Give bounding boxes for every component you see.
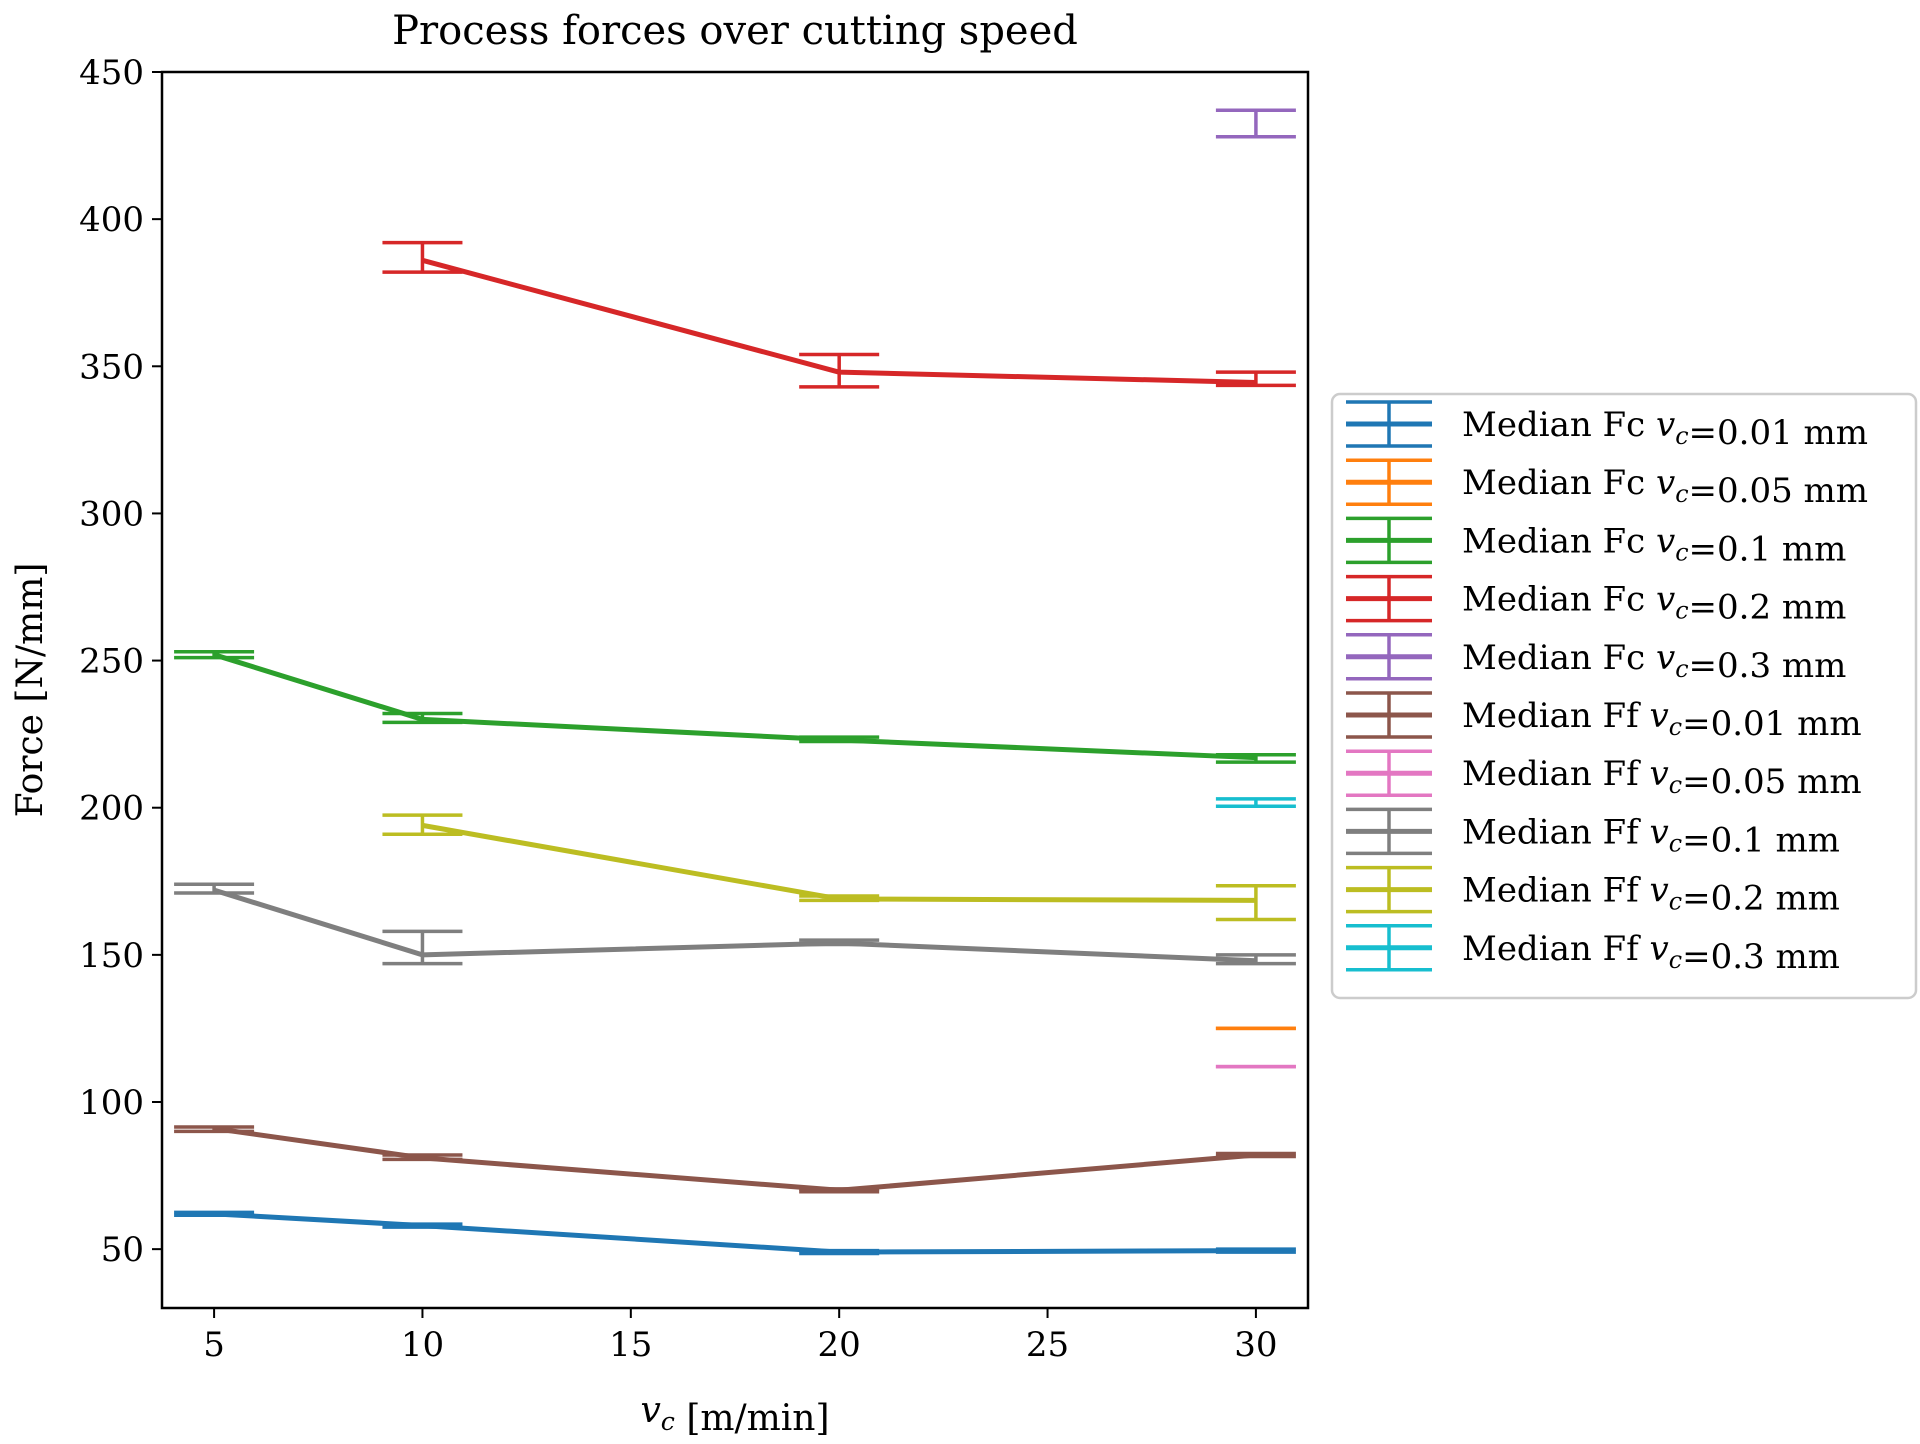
- legend-item: Median Fc vc=0.2 mm: [1346, 574, 1846, 628]
- error-bar: [174, 882, 255, 895]
- legend-item: Median Ff vc=0.1 mm: [1346, 807, 1840, 860]
- series: [382, 813, 1296, 922]
- error-bar: [1215, 1151, 1296, 1159]
- y-tick-label: 350: [79, 347, 144, 387]
- y-tick-label: 250: [79, 642, 144, 682]
- error-bar: [174, 1210, 255, 1218]
- plot-area: [174, 108, 1296, 1256]
- error-bar: [799, 1187, 880, 1194]
- series-line: [213, 1211, 1256, 1255]
- y-tick-label: 150: [79, 936, 144, 976]
- legend-label: Median Ff vc=0.3 mm: [1462, 929, 1840, 977]
- legend-item: Median Ff vc=0.3 mm: [1346, 924, 1840, 977]
- series-line: [213, 1126, 1257, 1193]
- series-line: [213, 887, 1257, 964]
- y-tick-label: 300: [79, 494, 144, 534]
- x-tick-label: 20: [818, 1325, 861, 1365]
- error-bar: [1215, 370, 1296, 388]
- series: [174, 1125, 1296, 1194]
- error-bar: [382, 1222, 463, 1229]
- error-bar: [174, 649, 255, 660]
- error-bar: [382, 929, 463, 966]
- error-bar: [382, 1153, 463, 1162]
- x-tick-label: 5: [203, 1325, 225, 1365]
- legend-item: Median Fc vc=0.3 mm: [1346, 633, 1846, 686]
- legend-label: Median Fc vc=0.2 mm: [1462, 580, 1846, 628]
- series: [1215, 797, 1296, 808]
- legend-item: Median Ff vc=0.05 mm: [1346, 749, 1862, 802]
- chart-title: Process forces over cutting speed: [392, 8, 1078, 54]
- error-bar: [1215, 953, 1296, 966]
- plot-frame: [160, 70, 1310, 1310]
- error-bar: [1215, 752, 1296, 764]
- x-tick-label: 10: [401, 1325, 444, 1365]
- legend-item: Median Ff vc=0.01 mm: [1346, 691, 1862, 744]
- legend-label: Median Ff vc=0.01 mm: [1462, 696, 1862, 744]
- error-bar: [799, 352, 880, 389]
- series: [1215, 108, 1296, 139]
- y-tick-label: 50: [101, 1230, 144, 1270]
- y-tick-label: 450: [79, 53, 144, 93]
- legend-label: Median Ff vc=0.2 mm: [1462, 871, 1840, 919]
- error-bar: [174, 1125, 255, 1134]
- y-tick-label: 100: [79, 1083, 144, 1123]
- error-bar: [382, 813, 463, 836]
- legend-box: [1330, 392, 1918, 1000]
- error-bar: [1215, 797, 1296, 808]
- y-tick-label: 400: [79, 200, 144, 240]
- legend-label: Median Fc vc=0.05 mm: [1462, 463, 1868, 511]
- series: [174, 649, 1296, 764]
- series: [174, 882, 1296, 966]
- y-tick-label: 200: [79, 789, 144, 829]
- error-bar: [382, 240, 463, 274]
- x-axis-label: vc [m/min]: [640, 1390, 829, 1439]
- error-bar: [799, 938, 880, 947]
- legend-label: Median Fc vc=0.1 mm: [1462, 521, 1846, 569]
- series: [382, 240, 1296, 389]
- error-bar: [1215, 108, 1296, 139]
- error-bar: [799, 735, 880, 744]
- x-tick-label: 30: [1234, 1325, 1277, 1365]
- error-bar: [799, 1248, 880, 1256]
- legend-label: Median Ff vc=0.05 mm: [1462, 754, 1862, 802]
- legend-item: Median Ff vc=0.2 mm: [1346, 865, 1840, 919]
- y-axis-label: Force [N/mm]: [10, 563, 51, 818]
- legend: Median Fc vc=0.01 mm Median Fc vc=0.05 mm…: [1330, 392, 1918, 1000]
- error-bar: [799, 894, 880, 903]
- legend-item: Median Fc vc=0.1 mm: [1346, 516, 1846, 569]
- legend-label: Median Fc vc=0.3 mm: [1462, 638, 1846, 686]
- legend-item: Median Fc vc=0.05 mm: [1346, 458, 1868, 511]
- y-axis: 50 100 150 200 250 300 350 400 450: [79, 53, 162, 1270]
- legend-label: Median Fc vc=0.01 mm: [1462, 405, 1868, 453]
- legend-label: Median Ff vc=0.1 mm: [1462, 812, 1840, 860]
- legend-item: Median Fc vc=0.01 mm: [1346, 400, 1868, 453]
- series-line: [422, 822, 1256, 903]
- error-bar: [382, 711, 463, 725]
- series: [174, 1210, 1296, 1256]
- x-tick-label: 25: [1026, 1325, 1069, 1365]
- x-axis: 5 10 15 20 25 30: [203, 1308, 1278, 1365]
- error-bar: [1215, 883, 1296, 922]
- x-tick-label: 15: [609, 1325, 652, 1365]
- error-bar: [1215, 1247, 1296, 1254]
- series-line: [213, 652, 1257, 761]
